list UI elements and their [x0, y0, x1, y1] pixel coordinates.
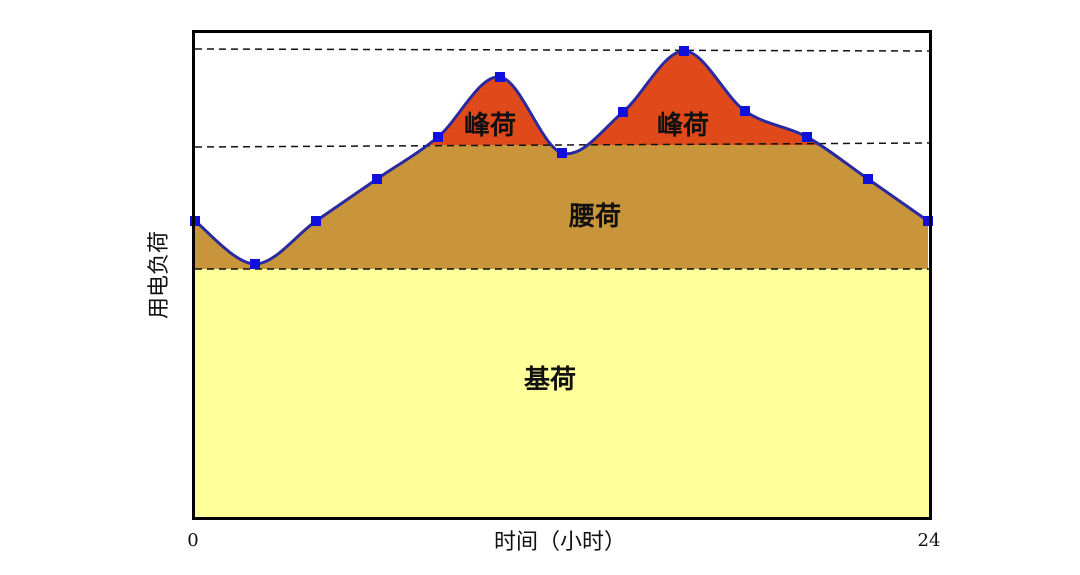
peak-area — [427, 50, 821, 145]
curve-point — [923, 216, 933, 226]
x-axis-label: 时间（小时） — [494, 530, 626, 555]
curve-point — [250, 259, 260, 269]
region-label: 峰荷 — [657, 111, 709, 141]
plot-frame — [192, 30, 932, 520]
y-axis-label: 用电负荷 — [147, 231, 172, 319]
base-area — [195, 269, 929, 517]
region-label: 基荷 — [524, 365, 576, 395]
region-label: 峰荷 — [464, 111, 516, 141]
region-label: 腰荷 — [568, 202, 621, 232]
curve-point — [495, 72, 505, 82]
waist-line — [194, 142, 930, 148]
curve-point — [740, 106, 750, 116]
curve-point — [802, 132, 812, 142]
x-start-label: 0 — [187, 530, 198, 551]
curve-point — [433, 132, 443, 142]
waist-area — [195, 145, 928, 269]
curve-point — [618, 107, 628, 117]
x-end-label: 24 — [918, 530, 941, 551]
curve-point — [863, 174, 873, 184]
curve-point — [557, 148, 567, 158]
curve-point — [311, 216, 321, 226]
peak-line — [194, 48, 930, 52]
curve-point — [679, 46, 689, 56]
curve-point — [372, 174, 382, 184]
